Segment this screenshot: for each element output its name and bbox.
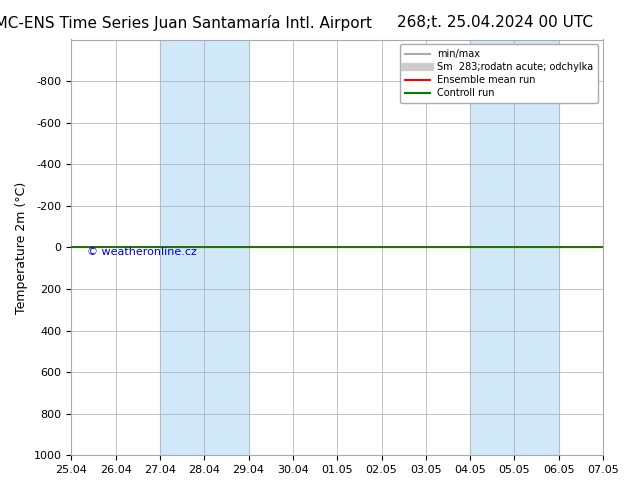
Text: © weatheronline.cz: © weatheronline.cz [87, 246, 197, 257]
Bar [160, 40, 249, 455]
Bar [470, 40, 559, 455]
Text: 268;t. 25.04.2024 00 UTC: 268;t. 25.04.2024 00 UTC [396, 15, 593, 30]
Y-axis label: Temperature 2m (°C): Temperature 2m (°C) [15, 181, 28, 314]
Text: CMC-ENS Time Series Juan Santamaría Intl. Airport: CMC-ENS Time Series Juan Santamaría Intl… [0, 15, 372, 31]
Legend: min/max, Sm  283;rodatn acute; odchylka, Ensemble mean run, Controll run: min/max, Sm 283;rodatn acute; odchylka, … [400, 45, 598, 103]
